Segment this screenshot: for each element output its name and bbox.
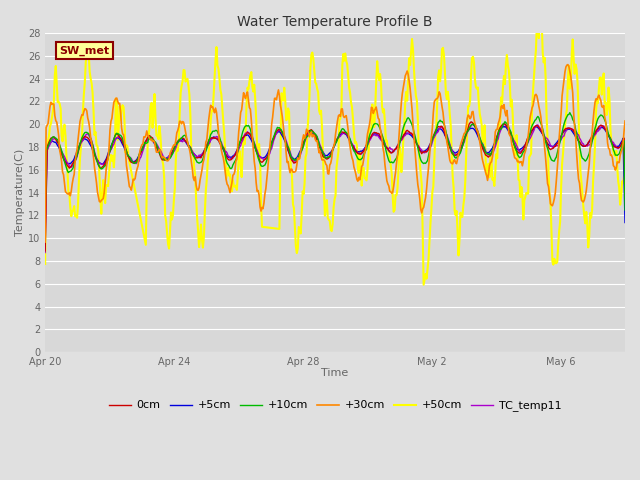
+30cm <box>478 153 486 159</box>
+50cm <box>303 128 311 134</box>
+30cm <box>564 62 572 68</box>
Line: +10cm: +10cm <box>45 113 625 219</box>
+50cm <box>42 261 49 267</box>
0cm <box>479 146 486 152</box>
Line: +50cm: +50cm <box>45 9 625 285</box>
+30cm <box>303 128 311 134</box>
+5cm <box>144 136 152 142</box>
TC_temp11 <box>429 139 436 145</box>
TC_temp11 <box>303 131 311 137</box>
0cm <box>621 188 629 194</box>
+10cm <box>566 110 573 116</box>
Title: Water Temperature Profile B: Water Temperature Profile B <box>237 15 433 29</box>
+30cm <box>190 178 198 183</box>
+50cm <box>190 165 198 171</box>
0cm <box>383 145 390 151</box>
+50cm <box>621 152 629 157</box>
0cm <box>429 136 436 142</box>
0cm <box>467 119 475 125</box>
+5cm <box>303 132 311 138</box>
+5cm <box>190 151 198 157</box>
+5cm <box>621 220 629 226</box>
+10cm <box>383 151 390 157</box>
+10cm <box>621 207 629 213</box>
TC_temp11 <box>621 189 629 194</box>
+10cm <box>303 133 311 139</box>
TC_temp11 <box>42 250 49 255</box>
TC_temp11 <box>144 136 152 142</box>
+30cm <box>144 132 152 138</box>
Legend: 0cm, +5cm, +10cm, +30cm, +50cm, TC_temp11: 0cm, +5cm, +10cm, +30cm, +50cm, TC_temp1… <box>104 396 566 416</box>
+10cm <box>429 136 436 142</box>
Y-axis label: Temperature(C): Temperature(C) <box>15 149 25 236</box>
+10cm <box>144 140 152 145</box>
+50cm <box>537 6 545 12</box>
+50cm <box>429 184 437 190</box>
Text: SW_met: SW_met <box>60 46 110 56</box>
TC_temp11 <box>479 141 486 146</box>
X-axis label: Time: Time <box>321 368 349 378</box>
+30cm <box>429 125 436 131</box>
+10cm <box>478 140 486 146</box>
0cm <box>190 154 198 160</box>
+5cm <box>499 124 507 130</box>
TC_temp11 <box>383 145 390 151</box>
+30cm <box>42 239 49 245</box>
+10cm <box>190 154 198 159</box>
Line: +5cm: +5cm <box>45 127 625 231</box>
TC_temp11 <box>468 121 476 127</box>
+5cm <box>383 144 390 150</box>
0cm <box>303 130 311 136</box>
+50cm <box>479 140 486 145</box>
+30cm <box>383 178 390 184</box>
+50cm <box>420 282 428 288</box>
+5cm <box>478 142 486 148</box>
0cm <box>42 248 49 254</box>
TC_temp11 <box>190 151 198 157</box>
0cm <box>144 134 152 140</box>
+50cm <box>144 134 152 140</box>
+30cm <box>621 118 629 124</box>
Line: 0cm: 0cm <box>45 122 625 251</box>
+50cm <box>383 138 390 144</box>
Line: TC_temp11: TC_temp11 <box>45 124 625 252</box>
Line: +30cm: +30cm <box>45 65 625 242</box>
+5cm <box>42 228 49 234</box>
+5cm <box>429 136 436 142</box>
+10cm <box>42 216 49 222</box>
